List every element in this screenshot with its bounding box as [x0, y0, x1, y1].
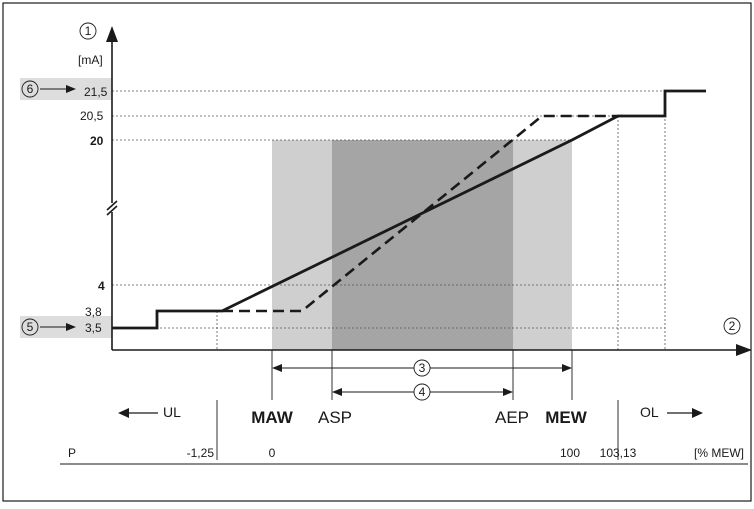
y-tick-21-5: 21,5 [84, 85, 108, 99]
callout-4-label: 4 [419, 385, 426, 399]
value-103-13: 103,13 [600, 446, 637, 460]
vertical-guides [216, 91, 666, 350]
y-tick-20-5: 20,5 [80, 109, 104, 123]
scaled-range-zone [332, 140, 513, 350]
dimension-4-arrow-left [332, 388, 342, 396]
callout-3-circle [413, 359, 431, 377]
ul-arrowhead [118, 408, 129, 418]
callout-5-circle [21, 318, 39, 336]
y-tick-3-8: 3,8 [85, 305, 102, 319]
unit-percent-mew: [% MEW] [694, 446, 744, 460]
maw-label: MAW [251, 408, 294, 427]
dimension-3-arrow-right [562, 364, 572, 372]
aep-label: AEP [495, 408, 529, 427]
ol-arrowhead [692, 408, 703, 418]
callout-3-label: 3 [419, 361, 426, 375]
y-tick-20: 20 [90, 134, 104, 148]
callout-5-label: 5 [27, 320, 34, 334]
value-100: 100 [560, 446, 580, 460]
callout-4-circle [413, 383, 431, 401]
axis-marker-x-label: 2 [729, 319, 736, 333]
ul-label: UL [163, 404, 181, 420]
asp-label: ASP [318, 408, 352, 427]
horizontal-guides [112, 90, 665, 329]
row-label-p: P [68, 446, 76, 460]
dimension-4-arrow-right [503, 388, 513, 396]
dimension-3-arrow-left [272, 364, 282, 372]
mew-label: MEW [545, 408, 588, 427]
range-guides [216, 350, 619, 460]
callout-6-circle [21, 80, 39, 98]
figure-frame [2, 2, 752, 502]
value-0: 0 [269, 446, 276, 460]
callout-6-label: 6 [27, 82, 34, 96]
axis-marker-y-label: 1 [85, 24, 92, 38]
axis-marker-x-circle [723, 317, 741, 335]
output-characteristic-solid [112, 89, 706, 330]
value-minus-1-25: -1,25 [187, 446, 215, 460]
y-axis-arrow [106, 26, 118, 42]
callout-6-arrowhead [66, 85, 76, 93]
callout-5-arrowhead [66, 323, 76, 331]
y-tick-3-5: 3,5 [85, 321, 102, 335]
ol-label: OL [640, 404, 659, 420]
axis-marker-y-circle [79, 22, 97, 40]
output-characteristic-dashed [222, 114, 618, 313]
y-tick-4: 4 [98, 279, 105, 293]
y-unit-label: [mA] [78, 53, 103, 67]
x-axis-arrow [736, 344, 752, 356]
